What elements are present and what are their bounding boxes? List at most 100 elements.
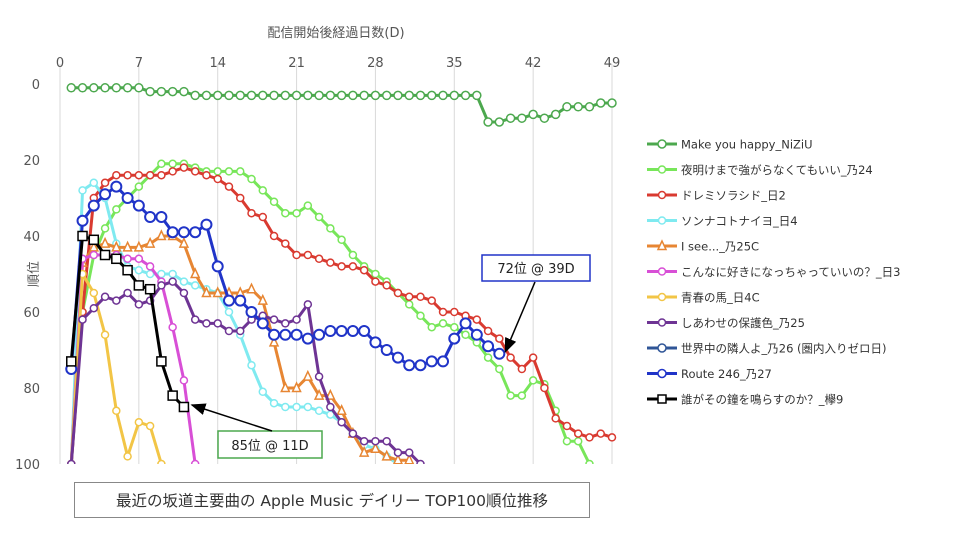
series-point [585,459,594,464]
series-point [179,163,189,172]
series-point [123,288,132,298]
series-point [156,86,167,97]
legend-item: 青春の馬_日4C [647,291,760,305]
series-point [202,319,211,328]
series-point [359,90,369,101]
series-point [290,328,303,341]
series-point [291,381,302,393]
series-point [438,319,448,328]
y-tick-label: 20 [23,154,40,169]
legend-item: しあわせの保護色_乃25 [647,316,805,330]
series-point [416,311,425,321]
legend-label: I see..._乃25C [681,240,759,254]
series-point [427,296,437,305]
series-point [292,315,301,324]
series-point [337,262,346,271]
series-point [348,429,358,438]
series-point [337,417,346,427]
series-point [269,398,279,408]
series-point [100,224,110,233]
series-point [156,229,167,241]
series-point [382,281,391,290]
legend-item: 誰がその鐘を鳴らすのか？_欅9 [647,393,843,407]
series-point [178,236,190,248]
series-point [314,372,324,381]
series-point [111,253,122,265]
series-point [495,364,504,374]
y-tick-label: 100 [15,458,40,473]
series-line [69,162,591,464]
series-point [370,90,381,101]
axis-ticks: 0 7 14 21 28 35 42 49 0 20 40 60 80 100 [15,56,620,473]
series-point [359,265,369,275]
legend-item: ソンナコトナイヨ_日4 [647,214,798,228]
series-point [450,307,459,317]
series-point [257,293,268,305]
series-point [67,459,76,464]
series-point [539,113,550,123]
legend-label: ドレミソラシド_日2 [681,189,786,203]
legend-item: ドレミソラシド_日2 [647,189,786,203]
series-point [657,267,667,276]
series-point [303,300,313,309]
series-point [213,167,222,176]
series-point [438,307,448,317]
legend: Make you happy_NiZiU 夜明けまで強がらなくてもいい_乃24 ドレ… [647,138,901,407]
series-point [472,315,482,324]
x-tick-label: 7 [135,56,143,71]
series-point [166,226,179,239]
series-point [235,326,245,336]
series-point [460,90,471,101]
series-point [156,356,167,367]
series-point [123,452,132,461]
series-point [280,90,291,101]
y-axis-title: 順位 [27,261,42,287]
series-point [506,353,515,362]
series-point [382,436,391,446]
series-point [450,322,459,332]
series-point [157,170,166,180]
series-point [461,330,470,340]
series-point [190,281,200,290]
series-point [415,90,426,101]
series-point [179,86,189,97]
series-point [607,98,617,108]
series-point [269,315,279,324]
series-point [303,201,313,210]
series-point [202,170,211,180]
series-point [416,459,425,464]
series-point [657,343,667,353]
series-point [505,113,516,123]
series-point [393,448,403,457]
series-point [157,459,166,464]
series-point [134,265,144,275]
series-point [89,83,99,93]
series-point [258,387,268,397]
series-point [437,355,450,368]
series-point [246,282,257,294]
series-point [224,326,234,336]
series-point [112,406,121,416]
series-point [595,98,606,108]
series-point [212,90,223,101]
y-tick-label: 0 [32,78,40,93]
legend-label: こんなに好きになっちゃっていいの？_日3 [681,265,901,279]
series-point [493,347,506,360]
series-point [369,336,382,349]
legend-label: Route 246_乃27 [681,367,772,381]
series-point [472,90,482,101]
legend-label: Make you happy_NiZiU [681,138,813,152]
series-point [302,369,314,381]
series-point [200,218,213,231]
series-point [168,277,177,286]
series-point [348,262,358,271]
series-point [168,322,177,332]
series-point [403,359,416,372]
series-group [67,159,594,464]
series-point [99,188,112,201]
series-point [371,269,380,279]
series-point [292,250,301,260]
series-point [190,167,200,176]
series-point [145,262,155,271]
series-point [313,388,325,400]
